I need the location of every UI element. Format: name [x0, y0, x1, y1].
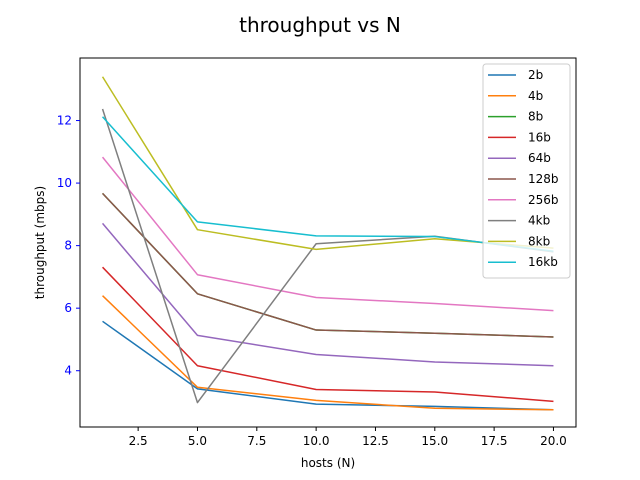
- x-tick-label: 7.5: [247, 434, 266, 448]
- x-axis-ticks: 2.5 5.0 7.5 10.0 12.5 15.0 17.5 20.0: [129, 427, 567, 448]
- series-line-64b: [101, 222, 554, 367]
- legend-label-64b: 64b: [528, 151, 551, 165]
- chart-title: throughput vs N: [239, 13, 401, 37]
- y-axis-ticks: 4 6 8 10 12: [57, 114, 80, 378]
- legend-label-16b: 16b: [528, 130, 551, 144]
- y-tick-label: 8: [64, 239, 72, 253]
- legend-label-128b: 128b: [528, 172, 559, 186]
- y-axis-label: throughput (mbps): [33, 186, 47, 299]
- x-tick-label: 2.5: [129, 434, 148, 448]
- x-tick-label: 10.0: [303, 434, 330, 448]
- legend-label-8b: 8b: [528, 110, 543, 124]
- x-tick-label: 20.0: [540, 434, 567, 448]
- series-line-256b: [101, 156, 554, 312]
- x-tick-label: 17.5: [481, 434, 508, 448]
- y-tick-label: 12: [57, 114, 72, 128]
- x-tick-label: 5.0: [188, 434, 207, 448]
- legend-label-8kb: 8kb: [528, 234, 550, 248]
- legend-label-2b: 2b: [528, 68, 543, 82]
- y-tick-label: 4: [64, 364, 72, 378]
- series-line-4b: [102, 295, 554, 411]
- y-tick-label: 10: [57, 176, 72, 190]
- x-tick-label: 15.0: [421, 434, 448, 448]
- legend-label-16kb: 16kb: [528, 255, 558, 269]
- series-line-2b: [102, 320, 554, 411]
- legend: 2b 4b 8b 16b 64b 128b 256b 4kb 8kb 16kb: [482, 63, 571, 279]
- axes-frame: [79, 57, 577, 428]
- series-line-128b: [102, 192, 554, 338]
- series-line-16kb: [101, 116, 554, 253]
- legend-label-256b: 256b: [528, 193, 559, 207]
- x-axis-label: hosts (N): [301, 456, 355, 470]
- legend-box: [482, 63, 571, 279]
- legend-label-4kb: 4kb: [528, 214, 550, 228]
- y-tick-label: 6: [64, 301, 72, 315]
- legend-label-4b: 4b: [528, 89, 543, 103]
- series-line-16b: [102, 266, 554, 403]
- series-lines: [101, 76, 554, 411]
- x-tick-label: 12.5: [362, 434, 389, 448]
